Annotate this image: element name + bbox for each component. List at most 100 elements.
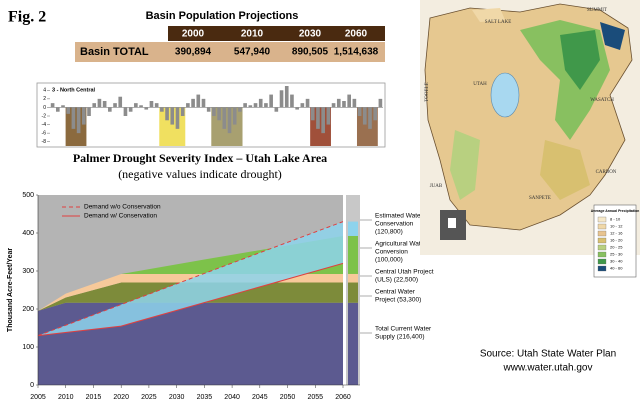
bar (316, 107, 320, 129)
annotation: Conservation (375, 221, 414, 228)
bar (290, 94, 294, 108)
map-wet-area (450, 130, 480, 200)
inset-basin (448, 218, 456, 228)
bar (295, 107, 299, 110)
table-header: 2000 (182, 29, 205, 40)
table: 2000 2010 2030 2060 Basin TOTAL 390,894 547,94… (80, 29, 379, 58)
bar (154, 103, 159, 108)
y-tick-label: 2 (43, 96, 46, 102)
annotation: Agricultural Water (375, 241, 427, 248)
legend-title: Average Annual Precipitation (591, 209, 640, 213)
bar (134, 103, 138, 108)
table-cell: 1,514,638 (334, 47, 379, 58)
table-header: 2030 (299, 29, 322, 40)
legend-range: 25 - 30 (610, 252, 623, 257)
drought-subtitle: (negative values indicate drought) (118, 167, 282, 181)
bar (274, 107, 279, 112)
bar (102, 101, 107, 108)
x-tick-label: 2060 (335, 394, 351, 401)
source: Source: Utah State Water Plan (480, 349, 616, 360)
bar (92, 103, 97, 108)
bar (310, 107, 315, 121)
legend-label: Demand w/o Conservation (84, 204, 161, 211)
bar (180, 107, 185, 116)
y-tick-label: 0 (30, 382, 34, 389)
map-label: TOOELE (425, 82, 430, 101)
bar (175, 107, 180, 129)
table-cell: 547,940 (234, 47, 271, 58)
bar (232, 107, 237, 125)
legend-swatch (597, 223, 607, 230)
legend-swatch (597, 258, 607, 265)
supply-area (38, 273, 343, 311)
bar (186, 103, 190, 108)
bar (108, 107, 112, 112)
x-tick-label: 2030 (169, 394, 185, 401)
x-tick-label: 2035 (197, 394, 213, 401)
drought-label: 3 - North Central (52, 87, 96, 93)
bar (248, 105, 253, 108)
bar (368, 107, 372, 129)
table-title: Basin Population Projections (146, 10, 299, 22)
y-tick-label: -6 (42, 130, 47, 136)
figure-label: Fig. 2 (8, 9, 46, 26)
map-label: CARBON (596, 170, 617, 175)
y-tick-label: 300 (22, 268, 34, 275)
bar (201, 98, 206, 108)
legend-swatch (597, 265, 607, 272)
table-cell: 390,894 (175, 47, 212, 58)
bar (128, 107, 133, 112)
map-label: JUAB (430, 184, 443, 189)
bar (305, 98, 310, 108)
x-tick-label: 2025 (141, 394, 157, 401)
legend-swatch (597, 237, 607, 244)
legend-label: Demand w/ Conservation (84, 213, 157, 220)
bar (227, 107, 232, 134)
bar (258, 98, 263, 108)
map-label: WASATCH (590, 98, 614, 103)
bar (76, 107, 81, 134)
y-tick-label: 4 (43, 88, 46, 94)
table-row-label: Basin TOTAL (80, 46, 149, 58)
legend-swatch (597, 216, 607, 223)
y-tick-label: -8 (42, 139, 47, 145)
demand-line (37, 221, 344, 337)
water-chart: Demand w/o Conservation Demand w/ Conserv… (7, 192, 434, 401)
bar (191, 98, 195, 108)
annotation: Central Water (375, 289, 416, 296)
table-header: 2010 (241, 29, 264, 40)
bar (243, 103, 247, 108)
bar (139, 105, 143, 108)
drought-period (310, 107, 331, 146)
bar (196, 94, 201, 108)
bar (123, 107, 128, 116)
bar (362, 107, 367, 125)
map-dry-area (472, 8, 505, 22)
drought-period (211, 107, 243, 146)
annotation: Estimated Water (375, 213, 424, 220)
utah-lake (490, 72, 520, 118)
table-cell: 890,505 (292, 47, 329, 58)
bar (378, 98, 383, 108)
x-tick-label: 2010 (58, 394, 74, 401)
map-label: UTAH (473, 82, 487, 87)
bar (336, 98, 341, 108)
demand-line (37, 262, 344, 337)
bar (284, 86, 289, 108)
map (420, 0, 640, 278)
bar (264, 103, 268, 108)
legend-range: 20 - 25 (610, 245, 623, 250)
y-tick-label: 0 (43, 105, 46, 111)
side-segment (348, 235, 358, 274)
side-segment (348, 302, 358, 385)
y-tick-label: -4 (42, 122, 47, 128)
annotation: (ULS) (22,500) (375, 277, 418, 284)
legend-swatch (597, 230, 607, 237)
bar (357, 107, 362, 116)
table-row-bg (75, 42, 385, 62)
bar (352, 98, 357, 108)
table-header: 2060 (345, 29, 368, 40)
annotation: (100,000) (375, 257, 403, 264)
bar (144, 107, 149, 110)
